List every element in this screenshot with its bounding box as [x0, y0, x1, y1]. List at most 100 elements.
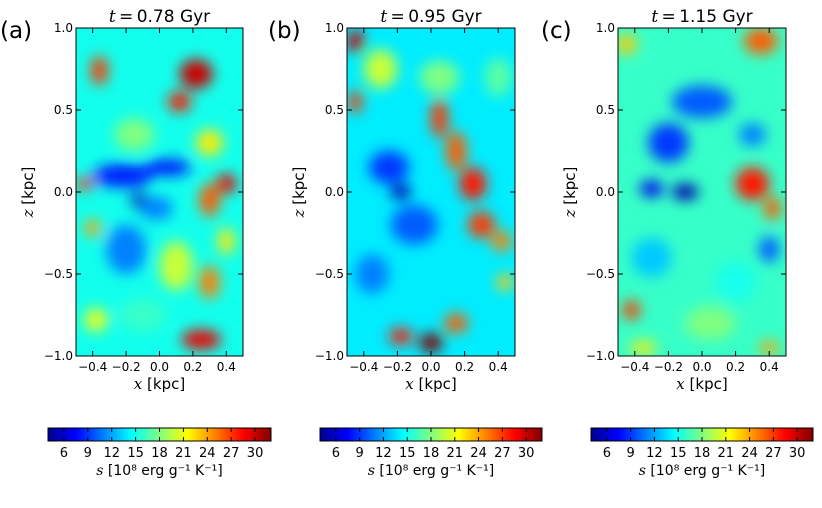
entropy-feature	[196, 129, 223, 156]
colorbar-tick-label: 30	[518, 446, 535, 461]
entropy-feature	[159, 241, 193, 291]
y-tick-label: −1.0	[44, 349, 73, 363]
entropy-feature	[467, 211, 495, 238]
colorbar-tick-label: 12	[103, 446, 120, 461]
y-axis-label: z [kpc]	[19, 167, 37, 219]
colorbar-tick-label: 21	[718, 446, 735, 461]
entropy-feature	[759, 341, 780, 355]
colorbar: 6 9 12 15 18 21 24 27 30 s [10⁸ erg g⁻¹ K⁻¹]	[47, 427, 272, 479]
y-tick-label: 0.5	[596, 103, 615, 117]
entropy-feature	[355, 254, 390, 294]
x-tick-label: −0.4	[78, 360, 107, 374]
entropy-heatmap	[618, 28, 786, 356]
colorbar-tick-label: 30	[247, 446, 264, 461]
entropy-feature	[735, 167, 770, 201]
entropy-feature	[199, 265, 220, 299]
entropy-feature	[348, 90, 363, 114]
x-tick-label: −0.4	[349, 360, 378, 374]
colorbar-tick-label: 24	[470, 446, 487, 461]
colorbar-tick-label: 21	[175, 446, 192, 461]
x-tick-label: 0.4	[489, 360, 508, 374]
entropy-feature	[738, 123, 766, 147]
colorbar-tick-label: 6	[332, 446, 340, 461]
entropy-feature	[199, 183, 220, 217]
colorbar-tick-label: 27	[765, 446, 782, 461]
colorbar-tick-label: 21	[447, 446, 464, 461]
entropy-feature	[671, 85, 733, 119]
x-tick-label: 0.0	[421, 360, 440, 374]
entropy-feature	[76, 177, 93, 191]
colorbar-tick-label: 15	[399, 446, 416, 461]
colorbar-tick-label: 6	[60, 446, 68, 461]
colorbar-tick-label: 6	[603, 446, 611, 461]
x-tick-label: −0.2	[112, 360, 141, 374]
entropy-feature	[419, 60, 460, 94]
x-tick-label: 0.4	[217, 360, 236, 374]
y-tick-label: −0.5	[315, 267, 344, 281]
colorbar-tick-label: 9	[84, 446, 92, 461]
y-tick-label: −0.5	[586, 267, 615, 281]
entropy-feature	[114, 118, 155, 151]
colorbar-tick-label: 15	[127, 446, 144, 461]
colorbar-label: s [10⁸ erg g⁻¹ K⁻¹]	[639, 463, 765, 479]
entropy-feature	[671, 183, 699, 201]
y-axis-label: z [kpc]	[561, 167, 579, 219]
x-tick-label: 0.0	[150, 360, 169, 374]
y-tick-label: 0.0	[596, 185, 615, 199]
entropy-feature	[167, 91, 192, 112]
entropy-feature	[491, 231, 512, 252]
colorbar: 6 9 12 15 18 21 24 27 30 s [10⁸ erg g⁻¹ K⁻¹]	[319, 427, 543, 479]
y-tick-label: 0.5	[325, 103, 344, 117]
entropy-feature	[144, 159, 192, 176]
entropy-feature	[419, 333, 443, 353]
colorbar-label: s [10⁸ erg g⁻¹ K⁻¹]	[96, 463, 222, 479]
entropy-feature	[631, 237, 672, 278]
entropy-feature	[715, 262, 756, 302]
entropy-feature	[179, 59, 213, 89]
entropy-feature	[181, 329, 222, 350]
x-tick-label: −0.2	[383, 360, 412, 374]
y-tick-label: 1.0	[54, 21, 73, 35]
y-tick-label: 0.0	[325, 185, 344, 199]
colorbar-tick-label: 27	[494, 446, 511, 461]
entropy-feature	[444, 313, 468, 334]
x-tick-label: 0.0	[692, 360, 711, 374]
panel-1: −0.4 −0.2 0.0 0.2 0.4 1.0 0.5 0.0 −0.5 −1.0 x [kpc…	[0, 7, 272, 479]
colorbar-tick-label: 27	[223, 446, 240, 461]
colorbar-tick-label: 30	[789, 446, 806, 461]
colorbar-tick-label: 24	[199, 446, 216, 461]
entropy-feature	[390, 205, 438, 245]
panel-label: (b)	[268, 18, 301, 44]
panel-title: t = 0.78 Gyr	[109, 7, 210, 27]
entropy-feature	[389, 328, 413, 345]
entropy-feature	[459, 167, 487, 201]
colorbar-tick-label: 12	[646, 446, 663, 461]
entropy-heatmap	[76, 28, 243, 356]
x-tick-label: 0.2	[455, 360, 474, 374]
entropy-feature	[347, 29, 364, 53]
entropy-feature	[106, 224, 147, 274]
entropy-feature	[648, 123, 689, 163]
x-axis-label: x [kpc]	[676, 375, 727, 393]
entropy-feature	[84, 219, 102, 237]
x-tick-label: −0.4	[620, 360, 649, 374]
y-tick-label: 1.0	[325, 21, 344, 35]
entropy-feature	[368, 151, 410, 184]
colorbar-tick-label: 18	[694, 446, 711, 461]
x-tick-label: 0.2	[726, 360, 745, 374]
x-axis-label: x [kpc]	[134, 375, 185, 393]
entropy-feature	[685, 306, 736, 340]
colorbar-tick-label: 24	[741, 446, 758, 461]
panel-title: t = 0.95 Gyr	[380, 7, 481, 27]
entropy-feature	[759, 236, 780, 263]
entropy-feature	[484, 57, 512, 97]
entropy-feature	[119, 298, 167, 332]
entropy-feature	[496, 274, 514, 291]
entropy-feature	[431, 98, 448, 138]
entropy-feature	[84, 308, 108, 332]
entropy-heatmap	[347, 28, 515, 356]
colorbar-tick-label: 18	[423, 446, 440, 461]
entropy-feature	[363, 49, 398, 89]
y-tick-label: −1.0	[586, 349, 615, 363]
panel-3: −0.4 −0.2 0.0 0.2 0.4 1.0 0.5 0.0 −0.5 −1.0 x [kpc…	[541, 7, 814, 479]
